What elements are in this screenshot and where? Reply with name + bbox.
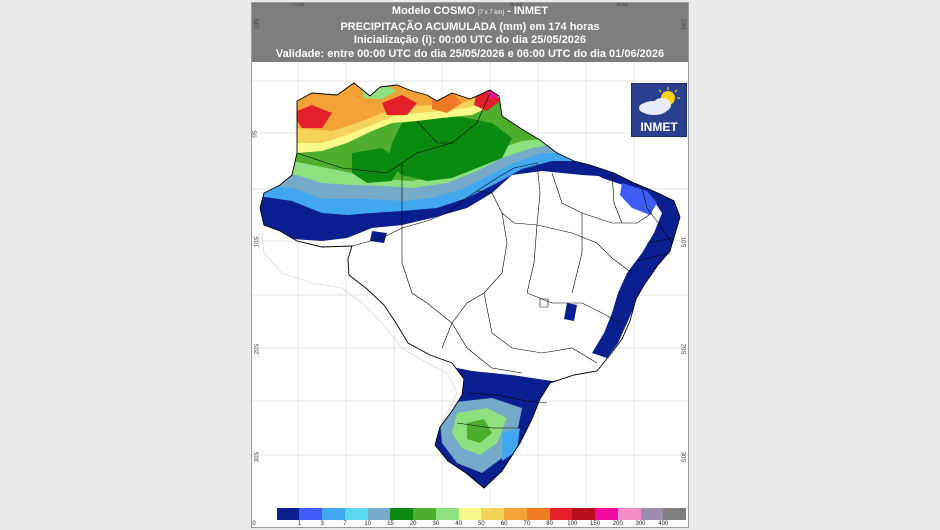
- legend-swatch: [322, 508, 346, 520]
- precipitation-map: [252, 62, 688, 506]
- right-lat-tick: 10N: [679, 18, 686, 30]
- legend-label: 50: [478, 521, 485, 527]
- legend-swatch: [617, 508, 642, 520]
- legend-swatch: [595, 508, 619, 520]
- legend-label: 1: [297, 521, 302, 527]
- legend-label: 400: [658, 521, 669, 527]
- top-lon-tick: 70W: [292, 2, 305, 8]
- legend-swatch: [572, 508, 596, 520]
- map-header: Modelo COSMO [7 x 7 km] - INMET PRECIPIT…: [252, 3, 688, 62]
- legend-swatch: [276, 508, 300, 520]
- left-lat-tick: 10N: [254, 18, 261, 30]
- logo-text: INMET: [640, 120, 678, 134]
- legend-label: 7: [343, 521, 347, 527]
- legend-swatch: [344, 508, 369, 520]
- legend-swatch: [663, 508, 687, 520]
- legend-label: 60: [500, 521, 508, 527]
- top-lon-tick: 50W: [510, 2, 523, 8]
- legend-label: 200: [612, 521, 623, 527]
- legend-label: 20: [409, 521, 417, 527]
- legend-swatch: [299, 508, 323, 520]
- product-title: PRECIPITAÇÃO ACUMULADA (mm) em 174 horas: [340, 20, 600, 33]
- legend-swatch: [526, 508, 551, 520]
- legend-label: 30: [432, 521, 440, 527]
- legend-label: 0: [252, 521, 256, 527]
- legend-swatch: [390, 508, 414, 520]
- legend-swatch: [549, 508, 573, 520]
- legend-swatch: [435, 508, 460, 520]
- left-lat-tick: 10S: [254, 236, 261, 248]
- model-title: Modelo COSMO [7 x 7 km] - INMET: [391, 5, 549, 17]
- legend-label: 150: [590, 521, 601, 527]
- top-lon-tick: 40W: [616, 2, 629, 8]
- legend-label: 100: [567, 521, 578, 527]
- initialization-text: Inicialização (i): 00:00 UTC do dia 25/0…: [353, 34, 587, 46]
- legend-swatch: [254, 508, 278, 520]
- right-lat-tick: 10S: [679, 236, 686, 248]
- cloud-sun-icon: [639, 87, 680, 115]
- legend-label: 40: [455, 521, 462, 527]
- legend-label: 300: [635, 521, 646, 527]
- left-lat-tick: 30S: [254, 451, 261, 463]
- legend-swatch: [481, 508, 505, 520]
- legend-label: 3: [320, 521, 324, 527]
- right-lat-tick: 20S: [679, 343, 686, 355]
- inmet-logo: INMET: [631, 83, 687, 137]
- legend-label: 70: [523, 521, 531, 527]
- validity-text: Validade: entre 00:00 UTC do dia 25/05/2…: [275, 47, 665, 60]
- left-lat-tick: 0S: [252, 130, 259, 138]
- legend-swatch: [413, 508, 437, 520]
- legend-label: 15: [387, 521, 394, 527]
- legend-swatch: [367, 508, 391, 520]
- legend-label: 80: [546, 521, 553, 527]
- legend-swatch: [458, 508, 482, 520]
- precipitation-legend: 0 1 3 7 10 15 20 30 40 50 60 70 80 100 150 200 300 400: [252, 506, 688, 527]
- map-panel: Modelo COSMO [7 x 7 km] - INMET PRECIPIT…: [251, 2, 689, 528]
- right-lat-tick: 30S: [679, 451, 686, 463]
- legend-label: 10: [364, 521, 372, 527]
- legend-swatch: [640, 508, 664, 520]
- left-lat-tick: 20S: [254, 343, 261, 355]
- legend-swatch: [504, 508, 528, 520]
